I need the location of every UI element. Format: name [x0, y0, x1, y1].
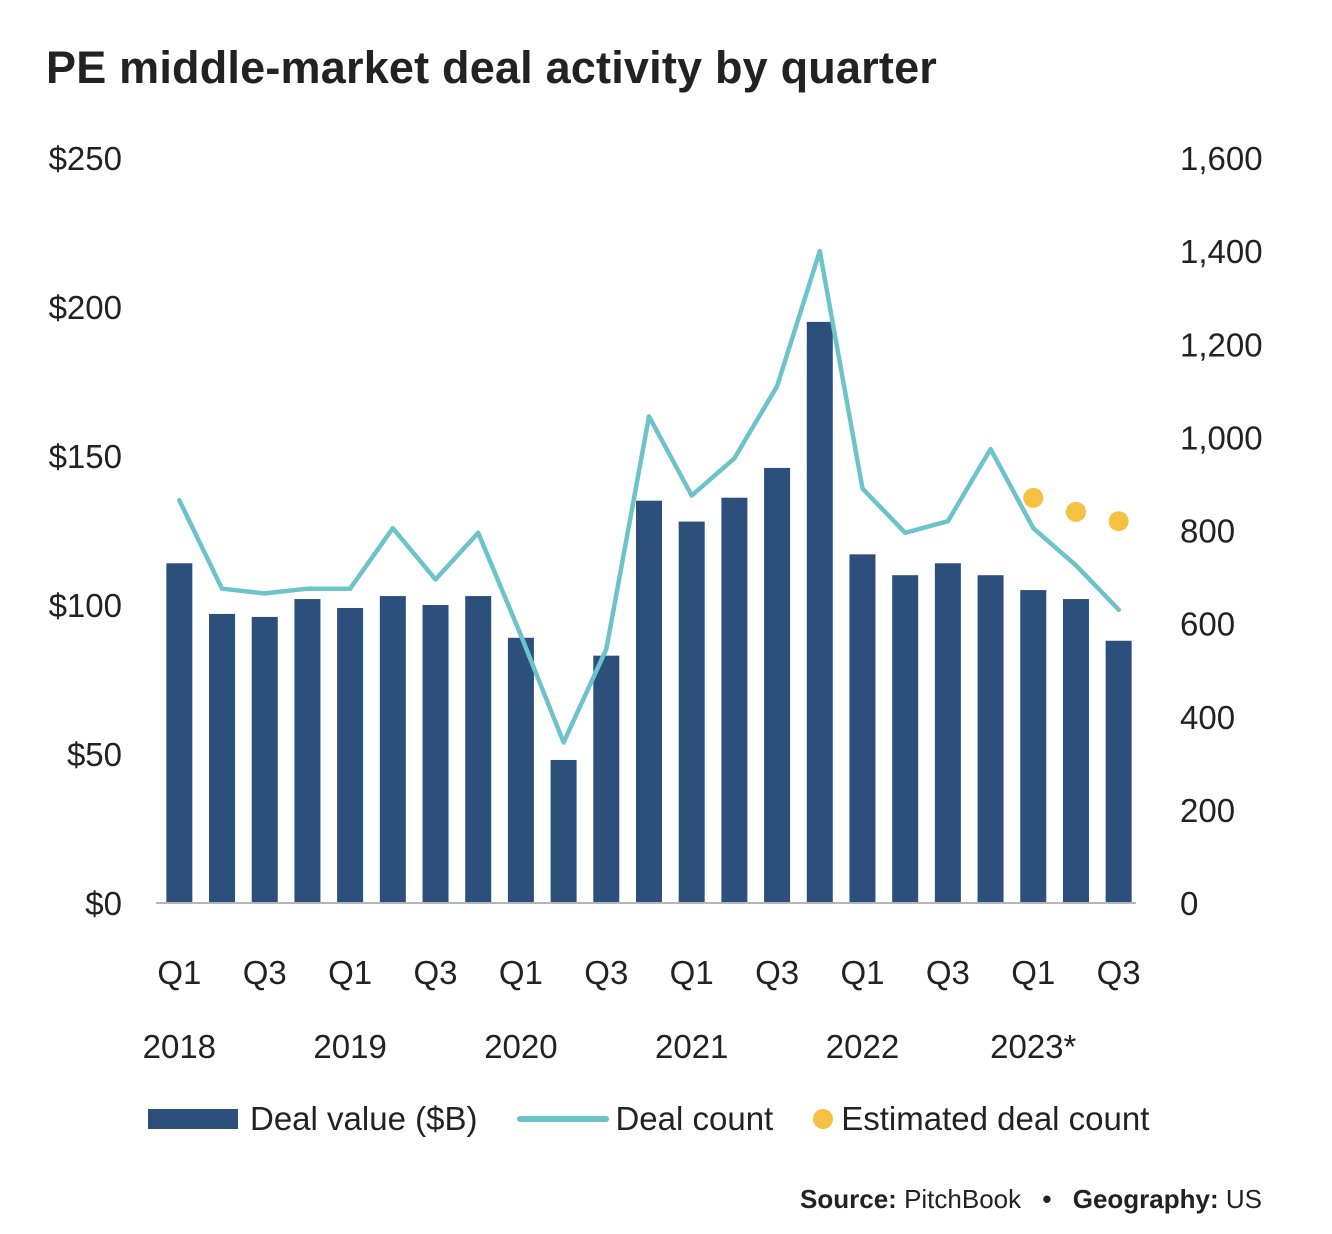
source-label: Source:	[800, 1184, 897, 1214]
bar-q1-2020	[507, 637, 534, 903]
x-tick-4: Q1	[328, 954, 372, 991]
right-tick-1600: 1,600	[1180, 140, 1263, 177]
right-tick-600: 600	[1180, 606, 1235, 643]
right-tick-800: 800	[1180, 513, 1235, 550]
right-tick-1000: 1,000	[1180, 419, 1263, 456]
left-tick-250: $250	[49, 140, 122, 177]
year-label-2022: 2022	[826, 1028, 899, 1065]
bar-q4-2020	[636, 500, 662, 903]
bar-q2-2018	[209, 613, 236, 903]
legend-label-estimated: Estimated deal count	[841, 1100, 1150, 1137]
estimated-dot-q2-2023	[1065, 501, 1086, 522]
legend-item-deal-count: Deal count	[517, 1100, 773, 1138]
legend-line-swatch	[517, 1116, 610, 1122]
x-tick-8: Q1	[499, 954, 543, 991]
deal-value-bars	[166, 321, 1132, 903]
left-tick-100: $100	[49, 587, 122, 624]
right-tick-1400: 1,400	[1180, 233, 1263, 270]
x-tick-12: Q1	[670, 954, 714, 991]
x-tick-20: Q1	[1011, 954, 1055, 991]
estimated-deal-count-dots	[1023, 487, 1129, 532]
legend: Deal value ($B) Deal count Estimated dea…	[148, 1100, 1189, 1138]
bar-q1-2022	[849, 554, 876, 903]
bar-q3-2020	[593, 655, 620, 903]
year-label-2023: 2023*	[990, 1028, 1076, 1065]
x-axis-year-labels: 2018 2019 2020 2021 2022 2023*	[143, 1028, 1077, 1065]
legend-label-deal-value: Deal value ($B)	[250, 1100, 478, 1137]
year-label-2020: 2020	[484, 1028, 557, 1065]
legend-bar-swatch	[148, 1109, 238, 1129]
right-axis-ticks: 0 200 400 600 800 1,000 1,200 1,400 1,600	[1180, 140, 1263, 922]
bar-q3-2021	[764, 467, 791, 903]
bar-q1-2023	[1020, 590, 1047, 903]
bar-q2-2021	[721, 497, 748, 903]
x-tick-18: Q3	[926, 954, 970, 991]
legend-item-deal-value: Deal value ($B)	[148, 1100, 477, 1138]
bar-q3-2018	[251, 616, 278, 903]
x-tick-0: Q1	[157, 954, 201, 991]
x-tick-22: Q3	[1097, 954, 1141, 991]
year-label-2021: 2021	[655, 1028, 728, 1065]
bar-q2-2023	[1062, 599, 1089, 903]
left-tick-50: $50	[67, 736, 122, 773]
x-tick-6: Q3	[414, 954, 458, 991]
source-note: Source: PitchBook • Geography: US	[800, 1184, 1262, 1215]
legend-dot-swatch	[813, 1109, 834, 1129]
bar-q3-2022	[934, 563, 961, 903]
legend-label-deal-count: Deal count	[615, 1100, 774, 1137]
year-label-2018: 2018	[143, 1028, 216, 1065]
right-tick-0: 0	[1180, 885, 1198, 922]
bar-q2-2020	[550, 759, 577, 903]
bar-q1-2019	[337, 607, 364, 903]
year-label-2019: 2019	[313, 1028, 386, 1065]
bar-q4-2018	[294, 599, 321, 903]
bar-q1-2021	[678, 521, 705, 903]
deal-count-line	[177, 248, 1121, 745]
left-tick-200: $200	[49, 289, 122, 326]
left-tick-0: $0	[85, 885, 122, 922]
x-tick-2: Q3	[243, 954, 287, 991]
source-separator: •	[1042, 1184, 1052, 1214]
source-value: PitchBook	[904, 1184, 1022, 1214]
x-tick-16: Q1	[840, 954, 884, 991]
x-tick-10: Q3	[584, 954, 628, 991]
x-tick-14: Q3	[755, 954, 799, 991]
bar-q2-2022	[892, 575, 919, 903]
bar-q4-2022	[977, 575, 1004, 903]
bar-q3-2023	[1105, 640, 1132, 903]
right-tick-200: 200	[1180, 792, 1235, 829]
bar-q4-2021	[806, 321, 833, 903]
x-axis-quarter-labels: Q1 Q3 Q1 Q3 Q1 Q3 Q1 Q3 Q1 Q3 Q1 Q3	[157, 954, 1140, 991]
bar-q3-2019	[422, 605, 449, 903]
bar-q4-2019	[465, 596, 492, 903]
legend-item-estimated: Estimated deal count	[813, 1100, 1149, 1138]
right-tick-400: 400	[1180, 699, 1235, 736]
chart-title: PE middle-market deal activity by quarte…	[46, 42, 938, 93]
bar-q1-2018	[166, 563, 193, 903]
estimated-dot-q1-2023	[1023, 487, 1044, 508]
geography-value: US	[1225, 1184, 1262, 1214]
geography-label: Geography:	[1072, 1184, 1219, 1214]
estimated-dot-q3-2023	[1108, 511, 1129, 532]
left-axis-ticks: $0 $50 $100 $150 $200 $250	[49, 140, 122, 922]
bar-q2-2019	[379, 596, 406, 903]
right-tick-1200: 1,200	[1180, 326, 1263, 363]
left-tick-150: $150	[49, 438, 122, 475]
